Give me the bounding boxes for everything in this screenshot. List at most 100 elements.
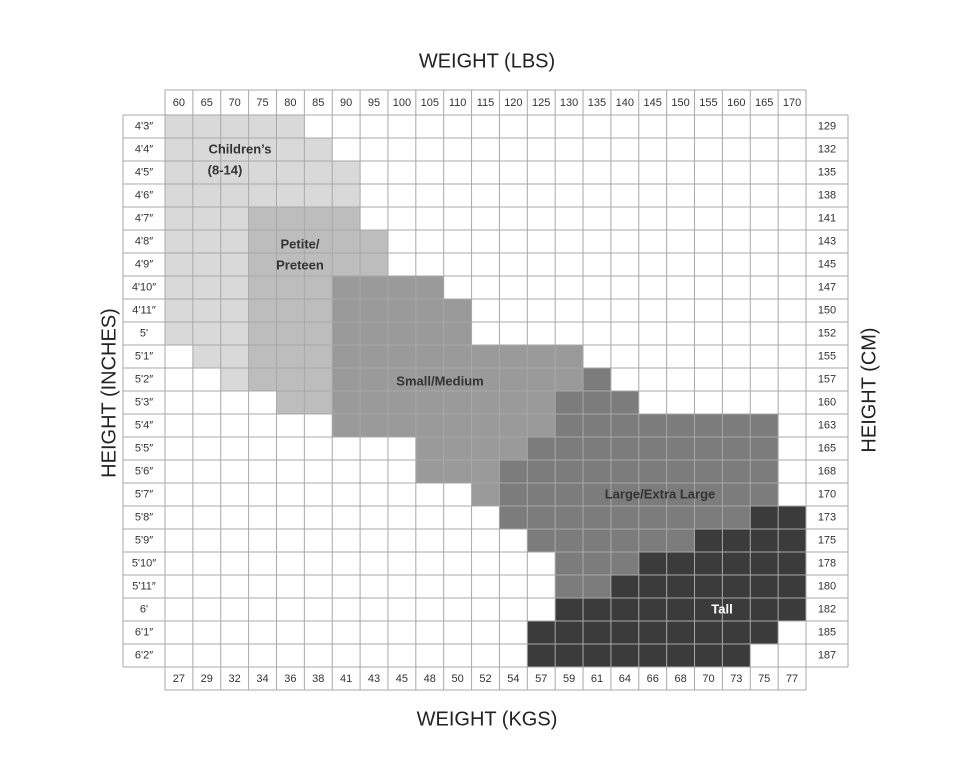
region-cells: [165, 299, 249, 322]
lbs-label: 75: [256, 97, 268, 109]
cm-label: 168: [818, 465, 836, 477]
grid: 60 27 65 29 70 32 75 34 80 36 85 38 90 41 95 43 100 45 105…: [122, 89, 849, 691]
kgs-label: 66: [647, 673, 659, 685]
kgs-label: 41: [340, 673, 352, 685]
kgs-label: 27: [173, 673, 185, 685]
inch-label: 5'10″: [132, 557, 156, 569]
lbs-label: 110: [449, 97, 467, 109]
cm-label: 150: [818, 304, 836, 316]
region-cells: [555, 598, 806, 621]
lbs-label: 105: [421, 97, 439, 109]
cm-label: 141: [818, 212, 836, 224]
cm-label: 129: [818, 120, 836, 132]
kgs-label: 36: [284, 673, 296, 685]
kgs-label: 77: [786, 673, 798, 685]
region-cells: [165, 322, 249, 345]
kgs-label: 38: [312, 673, 324, 685]
cm-label: 135: [818, 166, 836, 178]
region-label: Preteen: [276, 257, 324, 272]
lbs-label: 160: [727, 97, 745, 109]
region-label: Large/Extra Large: [605, 486, 716, 501]
lbs-label: 125: [532, 97, 550, 109]
region-cells: [165, 276, 249, 299]
lbs-label: 85: [312, 97, 324, 109]
lbs-label: 100: [393, 97, 411, 109]
kgs-label: 68: [674, 673, 686, 685]
kgs-label: 64: [619, 673, 631, 685]
lbs-label: 95: [368, 97, 380, 109]
region-cells: [332, 345, 584, 368]
kgs-label: 59: [563, 673, 575, 685]
cm-label: 178: [818, 557, 836, 569]
region-label: Children’s: [208, 141, 271, 156]
region-label: Petite/: [280, 236, 319, 251]
top-axis-title: WEIGHT (LBS): [419, 50, 555, 72]
cm-label: 180: [818, 580, 836, 592]
inch-label: 4'3″: [135, 120, 153, 132]
kgs-label: 61: [591, 673, 603, 685]
inch-label: 5'2″: [135, 373, 153, 385]
region-cells: [332, 368, 584, 391]
lbs-label: 120: [504, 97, 522, 109]
lbs-label: 80: [284, 97, 296, 109]
lbs-label: 170: [783, 97, 801, 109]
inch-label: 4'6″: [135, 189, 153, 201]
lbs-label: 90: [340, 97, 352, 109]
cm-label: 173: [818, 511, 836, 523]
region-cells: [165, 253, 249, 276]
cm-label: 187: [818, 649, 836, 661]
inch-label: 5'7″: [135, 488, 153, 500]
kgs-label: 43: [368, 673, 380, 685]
inch-label: 5'8″: [135, 511, 153, 523]
cm-label: 182: [818, 603, 836, 615]
inch-label: 4'9″: [135, 258, 153, 270]
cm-label: 157: [818, 373, 836, 385]
region-cells: [220, 368, 249, 391]
inch-label: 4'11″: [132, 304, 156, 316]
cm-label: 175: [818, 534, 836, 546]
lbs-label: 130: [560, 97, 578, 109]
region-cells: [332, 299, 472, 322]
region-cells: [527, 621, 779, 644]
lbs-label: 165: [755, 97, 773, 109]
lbs-label: 140: [616, 97, 634, 109]
cm-label: 155: [818, 350, 836, 362]
region-cells: [332, 322, 472, 345]
lbs-label: 155: [699, 97, 717, 109]
region-cells: [610, 575, 806, 598]
inch-label: 5'11″: [132, 580, 156, 592]
inch-label: 5'3″: [135, 396, 153, 408]
cm-label: 138: [818, 189, 836, 201]
inch-label: 6': [140, 603, 148, 615]
kgs-label: 57: [535, 673, 547, 685]
inch-label: 5'6″: [135, 465, 153, 477]
inch-label: 5'9″: [135, 534, 153, 546]
region-cells: [248, 299, 333, 322]
region-cells: [555, 391, 639, 414]
region-cells: [555, 552, 639, 575]
kgs-label: 70: [702, 673, 714, 685]
cm-label: 143: [818, 235, 836, 247]
cm-label: 160: [818, 396, 836, 408]
inch-label: 5'5″: [135, 442, 153, 454]
region-cells: [248, 322, 333, 345]
kgs-label: 73: [730, 673, 742, 685]
kgs-label: 34: [256, 673, 268, 685]
region-cells: [415, 460, 500, 483]
lbs-label: 135: [588, 97, 606, 109]
cm-label: 163: [818, 419, 836, 431]
region-cells: [583, 368, 611, 391]
inch-label: 6'2″: [135, 649, 153, 661]
region-cells: [248, 276, 333, 299]
inch-label: 4'10″: [132, 281, 156, 293]
cm-label: 185: [818, 626, 836, 638]
cm-label: 147: [818, 281, 836, 293]
region-cells: [165, 184, 361, 207]
cm-label: 145: [818, 258, 836, 270]
region-cells: [527, 437, 779, 460]
kgs-label: 54: [507, 673, 519, 685]
kgs-label: 45: [396, 673, 408, 685]
right-axis-title: HEIGHT (CM): [858, 327, 880, 452]
kgs-label: 75: [758, 673, 770, 685]
